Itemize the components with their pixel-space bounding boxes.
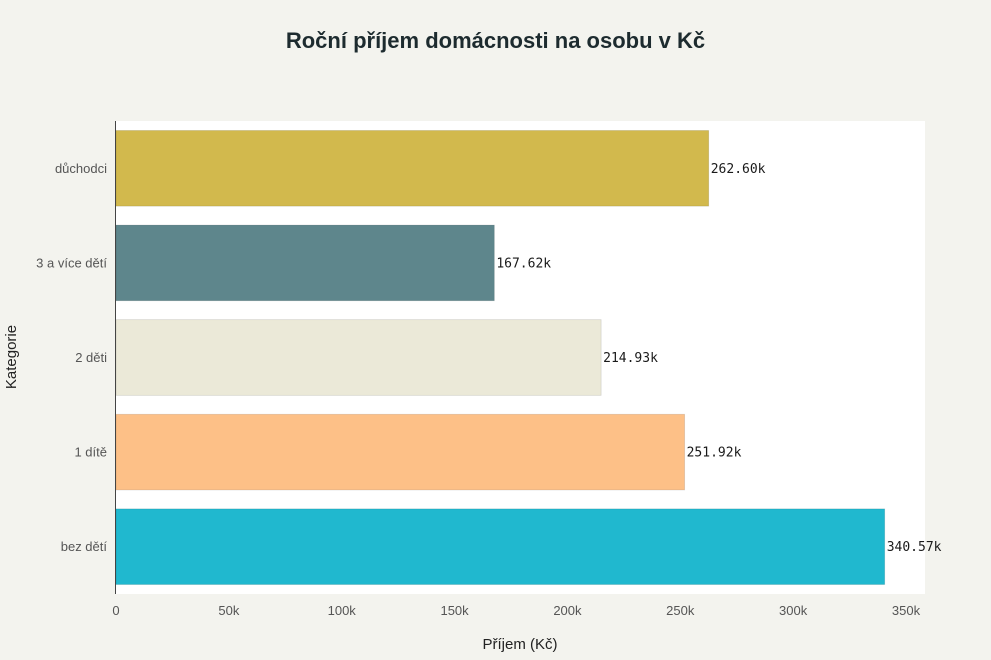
x-axis-title: Příjem (Kč) <box>483 636 558 653</box>
bars-group <box>115 130 886 585</box>
bar-0 <box>115 130 710 207</box>
x-tick-label: 0 <box>112 603 119 618</box>
y-tick-label: důchodci <box>55 161 107 176</box>
data-label: 262.60k <box>711 162 766 177</box>
bar-4 <box>115 508 886 585</box>
x-tick-label: 100k <box>328 603 357 618</box>
x-tick-label: 200k <box>553 603 582 618</box>
y-tick-label: bez dětí <box>61 539 108 554</box>
x-tick-label: 350k <box>892 603 921 618</box>
y-axis-title: Kategorie <box>3 325 20 389</box>
x-tick-label: 250k <box>666 603 695 618</box>
data-label: 251.92k <box>687 446 742 461</box>
x-tick-label: 50k <box>218 603 239 618</box>
bar-2 <box>115 319 602 396</box>
y-tick-label: 1 dítě <box>74 445 107 460</box>
data-label: 340.57k <box>887 540 942 555</box>
bar-1 <box>115 224 495 302</box>
chart-title: Roční příjem domácnosti na osobu v Kč <box>286 28 705 53</box>
y-tick-labels: důchodci 3 a více dětí 2 děti 1 dítě bez dět… <box>36 161 107 554</box>
data-label: 214.93k <box>603 351 658 366</box>
x-tick-label: 300k <box>779 603 808 618</box>
x-tick-labels: 0 50k 100k 150k 200k 250k 300k 350k <box>112 603 920 618</box>
data-label: 167.62k <box>496 256 551 271</box>
bar-3 <box>115 413 686 491</box>
x-tick-label: 150k <box>440 603 469 618</box>
data-labels: 262.60k 167.62k 214.93k 251.92k 340.57k <box>496 162 941 555</box>
y-tick-label: 3 a více dětí <box>36 255 107 270</box>
y-tick-label: 2 děti <box>75 350 107 365</box>
